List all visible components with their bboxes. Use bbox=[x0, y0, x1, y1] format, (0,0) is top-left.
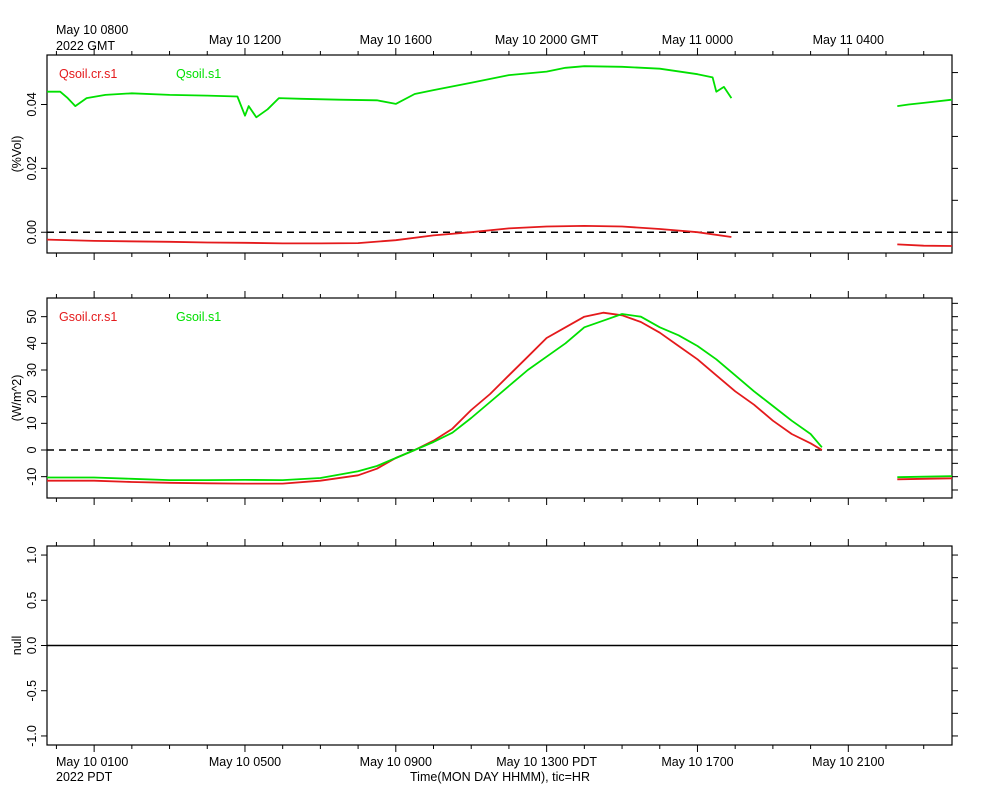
y-tick-label: 0 bbox=[25, 446, 39, 453]
top-axis-label: May 10 1200 bbox=[209, 33, 281, 47]
y-tick-label: 50 bbox=[25, 310, 39, 324]
y-tick-label: 40 bbox=[25, 336, 39, 350]
series-line-Qsoil-s1 bbox=[897, 98, 953, 107]
y-tick-label: 0.0 bbox=[25, 637, 39, 654]
top-axis-label: May 11 0000 bbox=[662, 33, 733, 47]
bottom-axis-label: May 10 0900 bbox=[360, 755, 432, 769]
plot-frame bbox=[46, 54, 953, 254]
bottom-axis-label: May 10 2100 bbox=[812, 755, 884, 769]
y-tick-label: 0.5 bbox=[25, 592, 39, 609]
y-tick-label: 0.00 bbox=[25, 220, 39, 244]
y-tick-label: 30 bbox=[25, 363, 39, 377]
series-line-Qsoil-cr-s1 bbox=[46, 225, 732, 245]
y-axis-title: (W/m^2) bbox=[10, 375, 24, 422]
y-tick-label: 20 bbox=[25, 390, 39, 404]
series-line-Gsoil-s1 bbox=[897, 475, 953, 479]
bottom-axis-first-label: May 10 0100 bbox=[56, 755, 128, 769]
panel-soil-moisture: 0.00 0.02 0.04 (%Vol) Qsoil.cr.s1 Qsoil.s1 bbox=[10, 48, 958, 260]
bottom-axis-label: May 10 0500 bbox=[209, 755, 281, 769]
legend-entry: Qsoil.s1 bbox=[176, 67, 221, 81]
legend-entry: Gsoil.cr.s1 bbox=[59, 310, 117, 324]
top-axis-label: May 11 0400 bbox=[813, 33, 884, 47]
panel-soil-heat-flux: -10 0 10 20 30 40 50 (W/m^2) Gsoil.cr.s1 Gsoil.s1 bbox=[10, 291, 958, 505]
y-tick-label: 0.02 bbox=[25, 156, 39, 180]
top-axis-first-sublabel: 2022 GMT bbox=[56, 39, 115, 53]
y-axis-title: (%Vol) bbox=[10, 136, 24, 173]
series-line-Qsoil-cr-s1 bbox=[897, 243, 953, 247]
panel-null: -1.0 -0.5 0.0 0.5 1.0 null bbox=[10, 539, 958, 752]
x-axis-title: Time(MON DAY HHMM), tic=HR bbox=[410, 770, 590, 784]
bottom-axis-label: May 10 1300 PDT bbox=[496, 755, 597, 769]
y-tick-label: 0.04 bbox=[25, 92, 39, 116]
y-tick-label: -0.5 bbox=[25, 680, 39, 702]
bottom-axis-label: May 10 1700 bbox=[661, 755, 733, 769]
series-line-Gsoil-cr-s1 bbox=[897, 477, 953, 481]
top-time-axis: May 10 0800 2022 GMT May 10 1200 May 10 1… bbox=[56, 23, 884, 53]
top-axis-label: May 10 1600 bbox=[360, 33, 432, 47]
y-tick-label: -10 bbox=[25, 468, 39, 486]
y-tick-label: 1.0 bbox=[25, 546, 39, 563]
y-tick-label: -1.0 bbox=[25, 725, 39, 747]
y-tick-label: 10 bbox=[25, 416, 39, 430]
plot-frame bbox=[46, 297, 953, 499]
series-line-Gsoil-cr-s1 bbox=[47, 311, 823, 485]
legend-entry: Qsoil.cr.s1 bbox=[59, 67, 117, 81]
top-axis-first-label: May 10 0800 bbox=[56, 23, 128, 37]
series-line-Gsoil-s1 bbox=[47, 313, 823, 481]
bottom-axis-first-sublabel: 2022 PDT bbox=[56, 770, 113, 784]
legend-entry: Gsoil.s1 bbox=[176, 310, 221, 324]
top-axis-label: May 10 2000 GMT bbox=[495, 33, 599, 47]
series-line-Qsoil-s1 bbox=[47, 65, 733, 119]
y-axis-title: null bbox=[10, 636, 24, 655]
bottom-time-axis: May 10 0100 2022 PDT May 10 0500 May 10 0… bbox=[56, 755, 884, 784]
